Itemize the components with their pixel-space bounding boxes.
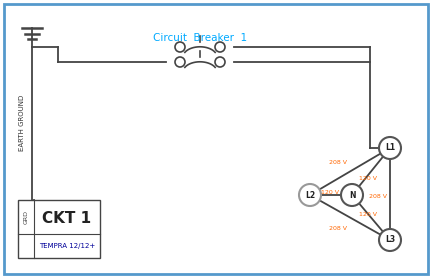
Text: 208 V: 208 V: [369, 193, 387, 198]
Text: L1: L1: [385, 143, 395, 153]
Circle shape: [341, 184, 363, 206]
Text: 120 V: 120 V: [359, 175, 377, 180]
Text: L3: L3: [385, 235, 395, 244]
Text: 120 V: 120 V: [321, 190, 339, 195]
Text: 208 V: 208 V: [329, 225, 347, 230]
Text: L2: L2: [305, 190, 315, 200]
Text: GRD: GRD: [23, 210, 29, 224]
Text: CKT 1: CKT 1: [42, 211, 92, 226]
FancyBboxPatch shape: [18, 200, 100, 258]
Text: EARTH GROUND: EARTH GROUND: [19, 95, 25, 151]
Text: 208 V: 208 V: [329, 160, 347, 165]
Circle shape: [299, 184, 321, 206]
Text: TEMPRA 12/12+: TEMPRA 12/12+: [39, 244, 95, 249]
Text: Circuit  Breaker  1: Circuit Breaker 1: [153, 33, 247, 43]
Text: N: N: [349, 190, 355, 200]
Text: 120 V: 120 V: [359, 212, 377, 217]
Circle shape: [379, 137, 401, 159]
Circle shape: [379, 229, 401, 251]
